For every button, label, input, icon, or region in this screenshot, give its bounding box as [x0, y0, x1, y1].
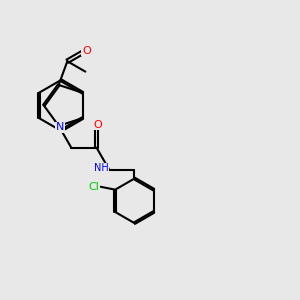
Text: N: N — [56, 122, 64, 132]
Text: O: O — [94, 120, 102, 130]
Text: O: O — [82, 46, 91, 56]
Text: Cl: Cl — [88, 182, 99, 192]
Text: NH: NH — [94, 163, 108, 173]
